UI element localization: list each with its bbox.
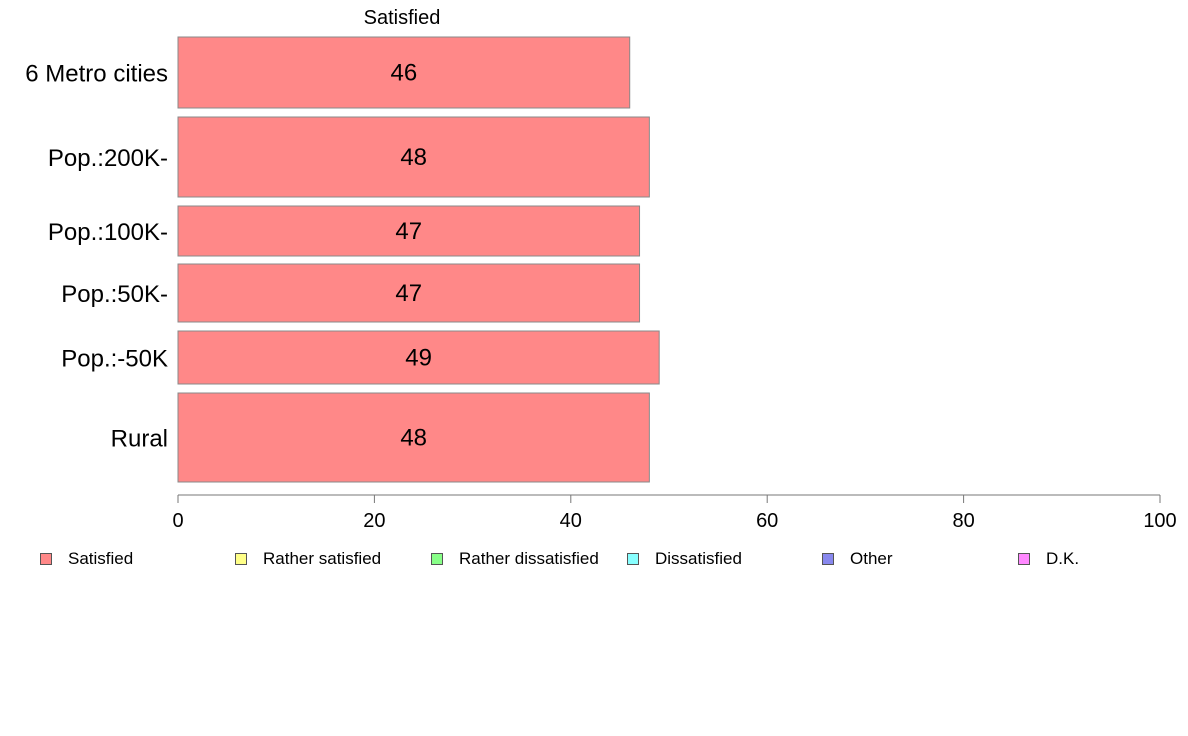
- bar: [177, 263, 641, 323]
- bars-layer: 46 48 47 47 49 48: [177, 36, 660, 483]
- category-label: Pop.:-50K: [61, 346, 168, 373]
- x-tick-label: 100: [1143, 510, 1176, 532]
- bar-value-label: 49: [405, 345, 432, 372]
- category-label: Pop.:200K-: [48, 145, 168, 172]
- x-axis-ticks: 0 20 40 60 80 100: [172, 495, 1177, 532]
- bar-value-label: 47: [395, 218, 422, 245]
- category-label: Pop.:50K-: [61, 281, 168, 308]
- chart-title: Satisfied: [364, 7, 441, 29]
- bar-value-label: 48: [400, 144, 427, 171]
- category-labels: 6 Metro cities Pop.:200K- Pop.:100K- Pop.:5…: [25, 61, 168, 453]
- x-tick-label: 80: [952, 510, 974, 532]
- legend-swatch: [40, 553, 52, 565]
- legend-label: D.K.: [1046, 549, 1080, 568]
- x-tick-label: 40: [560, 510, 582, 532]
- x-tick-label: 20: [363, 510, 385, 532]
- legend-item: Dissatisfied: [627, 548, 742, 570]
- legend-item: Other: [822, 548, 893, 570]
- category-label: Pop.:100K-: [48, 219, 168, 246]
- legend: Satisfied Rather satisfied Rather dissatis…: [0, 548, 1188, 572]
- bar: [177, 36, 631, 109]
- legend-item: D.K.: [1018, 548, 1079, 570]
- bar-value-label: 48: [400, 425, 427, 452]
- legend-label: Rather satisfied: [263, 549, 382, 568]
- legend-swatch: [235, 553, 247, 565]
- bar: [177, 205, 641, 257]
- legend-label: Rather dissatisfied: [459, 549, 599, 568]
- legend-swatch: [1018, 553, 1030, 565]
- x-tick-label: 60: [756, 510, 778, 532]
- legend-item: Rather dissatisfied: [431, 548, 599, 570]
- legend-swatch: [822, 553, 834, 565]
- bar: [177, 330, 660, 385]
- legend-label: Satisfied: [68, 549, 134, 568]
- bar: [177, 392, 650, 483]
- legend-item: Satisfied: [40, 548, 133, 570]
- legend-label: Other: [850, 549, 893, 568]
- bar-value-label: 46: [391, 60, 418, 87]
- category-label: Rural: [111, 426, 168, 453]
- legend-swatch: [431, 553, 443, 565]
- category-label: 6 Metro cities: [25, 61, 168, 88]
- legend-swatch: [627, 553, 639, 565]
- legend-item: Rather satisfied: [235, 548, 381, 570]
- bar: [177, 116, 650, 198]
- legend-label: Dissatisfied: [655, 549, 742, 568]
- x-tick-label: 0: [172, 510, 183, 532]
- bar-value-label: 47: [395, 280, 422, 307]
